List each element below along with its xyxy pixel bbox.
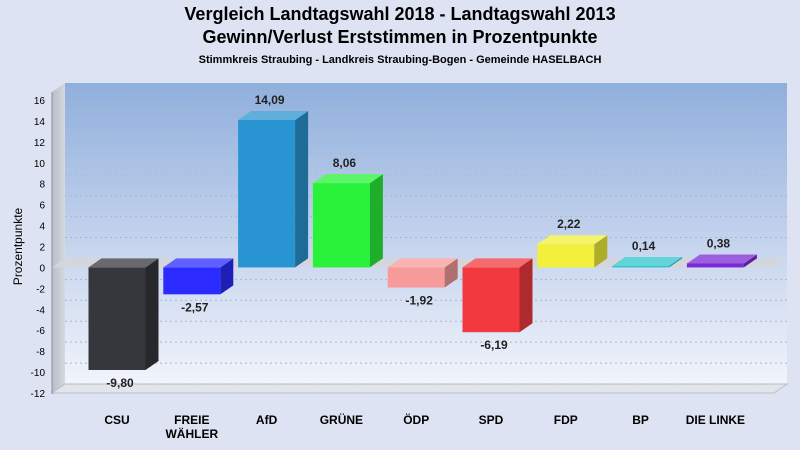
bar-front bbox=[312, 183, 370, 268]
chart-title-line2: Gewinn/Verlust Erststimmen in Prozentpun… bbox=[202, 27, 598, 47]
bar-front bbox=[88, 267, 146, 370]
x-category-label: AfD bbox=[256, 413, 278, 427]
chart-title-line1: Vergleich Landtagswahl 2018 - Landtagswa… bbox=[184, 4, 616, 24]
bar-value-label: -2,57 bbox=[181, 300, 209, 314]
x-category-label: CSU bbox=[104, 413, 129, 427]
bar-top bbox=[163, 258, 234, 268]
y-tick-label: 6 bbox=[39, 201, 45, 212]
bar-value-label: -6,19 bbox=[480, 338, 508, 352]
y-tick-label: -6 bbox=[36, 326, 45, 337]
bar-top bbox=[612, 256, 683, 266]
bar-value-label: 0,14 bbox=[632, 239, 656, 253]
bar-value-label: 0,38 bbox=[707, 236, 731, 250]
bar-side bbox=[669, 256, 683, 268]
x-category-label: GRÜNE bbox=[320, 412, 363, 427]
x-category-label: SPD bbox=[479, 413, 504, 427]
y-tick-label: -10 bbox=[31, 368, 46, 379]
plot-background bbox=[65, 83, 787, 384]
y-tick-label: -2 bbox=[36, 284, 45, 295]
y-tick-label: 16 bbox=[34, 96, 46, 107]
plot-left-wall bbox=[52, 83, 65, 393]
bar-top bbox=[537, 235, 608, 245]
y-tick-label: 0 bbox=[39, 263, 45, 274]
x-category-label: FDP bbox=[554, 413, 578, 427]
x-category-label: FREIE bbox=[174, 413, 209, 427]
y-tick-label: 4 bbox=[39, 222, 45, 233]
bar-top bbox=[686, 254, 757, 264]
bar-front bbox=[537, 244, 595, 268]
y-tick-label: 2 bbox=[39, 243, 45, 254]
bar-side bbox=[743, 254, 757, 268]
bar-side bbox=[369, 174, 383, 268]
bar-front bbox=[238, 119, 296, 268]
bar-top bbox=[387, 258, 458, 268]
bar-front bbox=[612, 265, 670, 268]
bar-value-label: 2,22 bbox=[557, 217, 581, 231]
bar-top bbox=[312, 174, 383, 184]
bar-side bbox=[145, 258, 159, 370]
bar-front bbox=[387, 267, 445, 288]
bar-side bbox=[295, 110, 309, 268]
x-category-label: BP bbox=[632, 413, 649, 427]
bar-side bbox=[220, 258, 234, 295]
chart-subtitle: Stimmkreis Straubing - Landkreis Straubi… bbox=[198, 54, 602, 66]
x-category-label: WÄHLER bbox=[165, 426, 218, 441]
bar-value-label: 8,06 bbox=[333, 156, 357, 170]
x-category-label: DIE LINKE bbox=[686, 413, 745, 427]
bar-top bbox=[238, 110, 309, 120]
x-category-label: ÖDP bbox=[403, 412, 429, 427]
bar-top bbox=[88, 258, 159, 268]
bar-value-label: -9,80 bbox=[106, 376, 134, 390]
y-tick-label: -4 bbox=[36, 305, 45, 316]
bar-side bbox=[444, 258, 458, 288]
bar-front bbox=[686, 263, 744, 268]
y-tick-label: 10 bbox=[34, 159, 46, 170]
y-tick-label: 8 bbox=[39, 180, 45, 191]
y-tick-label: -8 bbox=[36, 347, 45, 358]
bar-front bbox=[462, 267, 520, 333]
bar-side bbox=[519, 258, 533, 333]
plot-floor bbox=[50, 383, 789, 394]
y-tick-label: -12 bbox=[31, 389, 46, 400]
y-tick-label: 14 bbox=[34, 117, 46, 128]
bar-front bbox=[163, 267, 221, 295]
y-tick-label: 12 bbox=[34, 138, 46, 149]
bar-value-label: 14,09 bbox=[255, 93, 285, 107]
bar-value-label: -1,92 bbox=[406, 294, 434, 308]
y-axis-label: Prozentpunkte bbox=[11, 207, 25, 285]
bar-top bbox=[462, 258, 533, 268]
bar-side bbox=[594, 235, 608, 268]
